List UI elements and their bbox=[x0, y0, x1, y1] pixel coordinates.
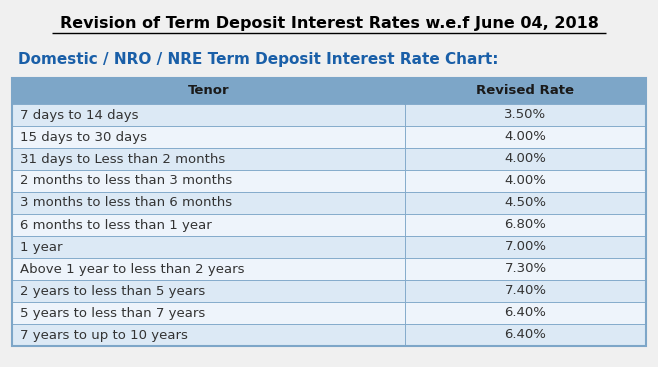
Text: 7.40%: 7.40% bbox=[505, 284, 547, 298]
Text: Revised Rate: Revised Rate bbox=[476, 84, 574, 98]
Bar bbox=[405, 236, 646, 258]
Text: 7 days to 14 days: 7 days to 14 days bbox=[20, 109, 138, 121]
Bar bbox=[12, 170, 405, 192]
Text: 3 months to less than 6 months: 3 months to less than 6 months bbox=[20, 196, 232, 210]
Bar bbox=[405, 170, 646, 192]
Bar bbox=[12, 126, 405, 148]
Bar bbox=[405, 258, 646, 280]
Text: 4.00%: 4.00% bbox=[505, 153, 546, 166]
Text: 4.00%: 4.00% bbox=[505, 131, 546, 143]
Text: 15 days to 30 days: 15 days to 30 days bbox=[20, 131, 147, 143]
Text: 7 years to up to 10 years: 7 years to up to 10 years bbox=[20, 328, 188, 342]
Text: 3.50%: 3.50% bbox=[505, 109, 547, 121]
Text: 7.30%: 7.30% bbox=[505, 262, 547, 276]
Text: Tenor: Tenor bbox=[188, 84, 229, 98]
Bar bbox=[405, 192, 646, 214]
Text: 4.50%: 4.50% bbox=[505, 196, 547, 210]
Bar bbox=[12, 236, 405, 258]
Bar bbox=[12, 192, 405, 214]
Text: Above 1 year to less than 2 years: Above 1 year to less than 2 years bbox=[20, 262, 245, 276]
Text: Revision of Term Deposit Interest Rates w.e.f June 04, 2018: Revision of Term Deposit Interest Rates … bbox=[60, 16, 598, 31]
Bar bbox=[12, 280, 405, 302]
Text: 1 year: 1 year bbox=[20, 240, 63, 254]
Text: 31 days to Less than 2 months: 31 days to Less than 2 months bbox=[20, 153, 225, 166]
Bar bbox=[405, 104, 646, 126]
Bar bbox=[12, 148, 405, 170]
Bar bbox=[12, 104, 405, 126]
Bar bbox=[405, 148, 646, 170]
Bar bbox=[12, 302, 405, 324]
Bar bbox=[405, 324, 646, 346]
Bar bbox=[12, 214, 405, 236]
Text: 6.80%: 6.80% bbox=[505, 218, 546, 232]
Text: 6.40%: 6.40% bbox=[505, 328, 546, 342]
Bar bbox=[12, 78, 646, 104]
Bar bbox=[405, 126, 646, 148]
Text: 2 years to less than 5 years: 2 years to less than 5 years bbox=[20, 284, 205, 298]
Text: 5 years to less than 7 years: 5 years to less than 7 years bbox=[20, 306, 205, 320]
Bar bbox=[405, 214, 646, 236]
Text: Domestic / NRO / NRE Term Deposit Interest Rate Chart:: Domestic / NRO / NRE Term Deposit Intere… bbox=[18, 52, 499, 67]
Bar bbox=[405, 280, 646, 302]
Text: 6.40%: 6.40% bbox=[505, 306, 546, 320]
Bar bbox=[12, 258, 405, 280]
Bar bbox=[12, 78, 646, 346]
Text: 7.00%: 7.00% bbox=[505, 240, 547, 254]
Text: 2 months to less than 3 months: 2 months to less than 3 months bbox=[20, 174, 232, 188]
Bar bbox=[405, 302, 646, 324]
Text: 4.00%: 4.00% bbox=[505, 174, 546, 188]
Bar bbox=[12, 324, 405, 346]
Text: 6 months to less than 1 year: 6 months to less than 1 year bbox=[20, 218, 212, 232]
